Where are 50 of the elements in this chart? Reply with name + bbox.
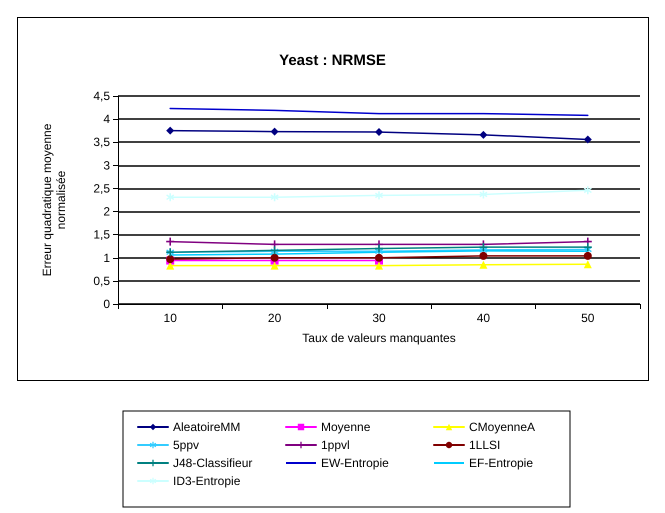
y-tick-label: 1,5 <box>93 228 110 242</box>
chart-title: Yeast : NRMSE <box>279 52 386 69</box>
legend-label: AleatoireMM <box>173 420 240 434</box>
y-tick-label: 3,5 <box>93 135 110 150</box>
point <box>270 193 279 202</box>
point <box>375 128 383 136</box>
point <box>375 191 383 200</box>
legend-label: EF-Entropie <box>469 456 534 470</box>
x-axis-title: Taux de valeurs manquantes <box>302 331 456 345</box>
point <box>375 262 383 270</box>
point <box>479 130 488 139</box>
y-tick-label: 2,5 <box>93 181 110 196</box>
legend-label: 5ppv <box>173 438 200 452</box>
point <box>166 126 174 135</box>
legend-label: 1ppvl <box>321 438 350 452</box>
y-axis-title: Erreur quadratique moyenne normalisée <box>40 123 68 276</box>
x-tick-label: 10 <box>164 311 178 325</box>
point <box>166 238 174 246</box>
point <box>479 252 488 260</box>
point <box>270 128 279 136</box>
point <box>584 186 592 194</box>
point <box>375 254 383 262</box>
legend-label: EW-Entropie <box>321 456 390 470</box>
point <box>584 260 592 268</box>
point <box>584 135 592 144</box>
x-tick-label: 50 <box>581 311 595 325</box>
legend-label: ID3-Entropie <box>173 474 241 488</box>
x-tick-label: 20 <box>268 311 282 325</box>
y-tick-label: 4 <box>103 112 110 126</box>
x-tick-label: 30 <box>372 311 386 325</box>
y-tick-label: 0 <box>103 297 110 311</box>
point <box>479 243 488 252</box>
point <box>270 254 279 262</box>
legend-label: CMoyenneA <box>469 420 536 434</box>
y-tick-label: 0,5 <box>93 274 110 288</box>
legend-label: J48-Classifieur <box>173 456 252 470</box>
point <box>479 260 488 269</box>
point <box>270 262 279 270</box>
legend-label: Moyenne <box>321 420 371 434</box>
y-tick-label: 4,5 <box>93 89 110 103</box>
point <box>166 193 174 202</box>
point <box>584 252 592 260</box>
y-tick-label: 2 <box>103 204 110 219</box>
y-tick-label: 3 <box>103 158 110 172</box>
point <box>375 244 383 253</box>
line-series <box>169 108 589 116</box>
x-tick-label: 40 <box>476 311 490 325</box>
point <box>479 190 488 198</box>
legend-label: 1LLSI <box>469 438 500 452</box>
y-tick-label: 1 <box>103 250 110 265</box>
